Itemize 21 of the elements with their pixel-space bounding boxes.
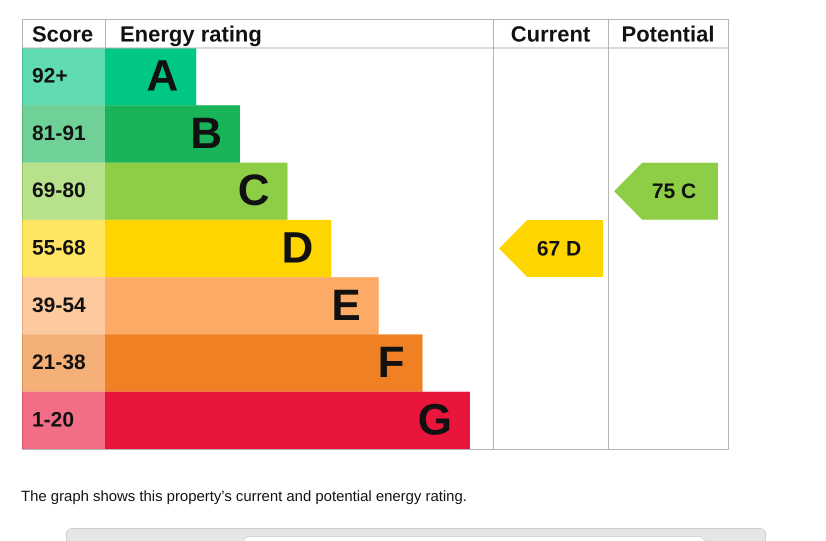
y-tick-label: B: [190, 108, 222, 158]
text: 39-54: [32, 294, 86, 317]
text: 92+: [32, 64, 68, 88]
y-tick-label: F: [378, 338, 405, 388]
y-tick-label: C: [238, 166, 270, 216]
text: Potential: [622, 22, 714, 46]
text: Current: [510, 22, 591, 46]
text: Score: [32, 22, 94, 46]
annotation: Energy rating: [120, 22, 262, 46]
y-tick-label: G: [418, 395, 452, 444]
y-tick-label: E: [331, 280, 361, 330]
text: 55-68: [32, 236, 86, 260]
text: 69-80: [32, 179, 86, 202]
y-tick-label: A: [146, 52, 178, 101]
y-tick-label: D: [282, 224, 314, 272]
text: 21-38: [32, 351, 86, 374]
text: 67 D: [536, 238, 582, 260]
text: 75 C: [652, 180, 696, 204]
text: The graph shows this property’s current and potential energy rating.: [21, 489, 467, 505]
text: 81-91: [32, 122, 86, 145]
text: 1-20: [32, 408, 74, 432]
